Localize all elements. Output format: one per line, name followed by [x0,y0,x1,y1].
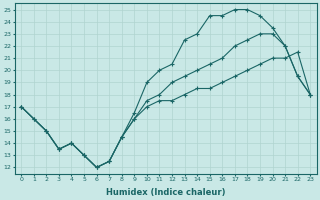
X-axis label: Humidex (Indice chaleur): Humidex (Indice chaleur) [106,188,226,197]
